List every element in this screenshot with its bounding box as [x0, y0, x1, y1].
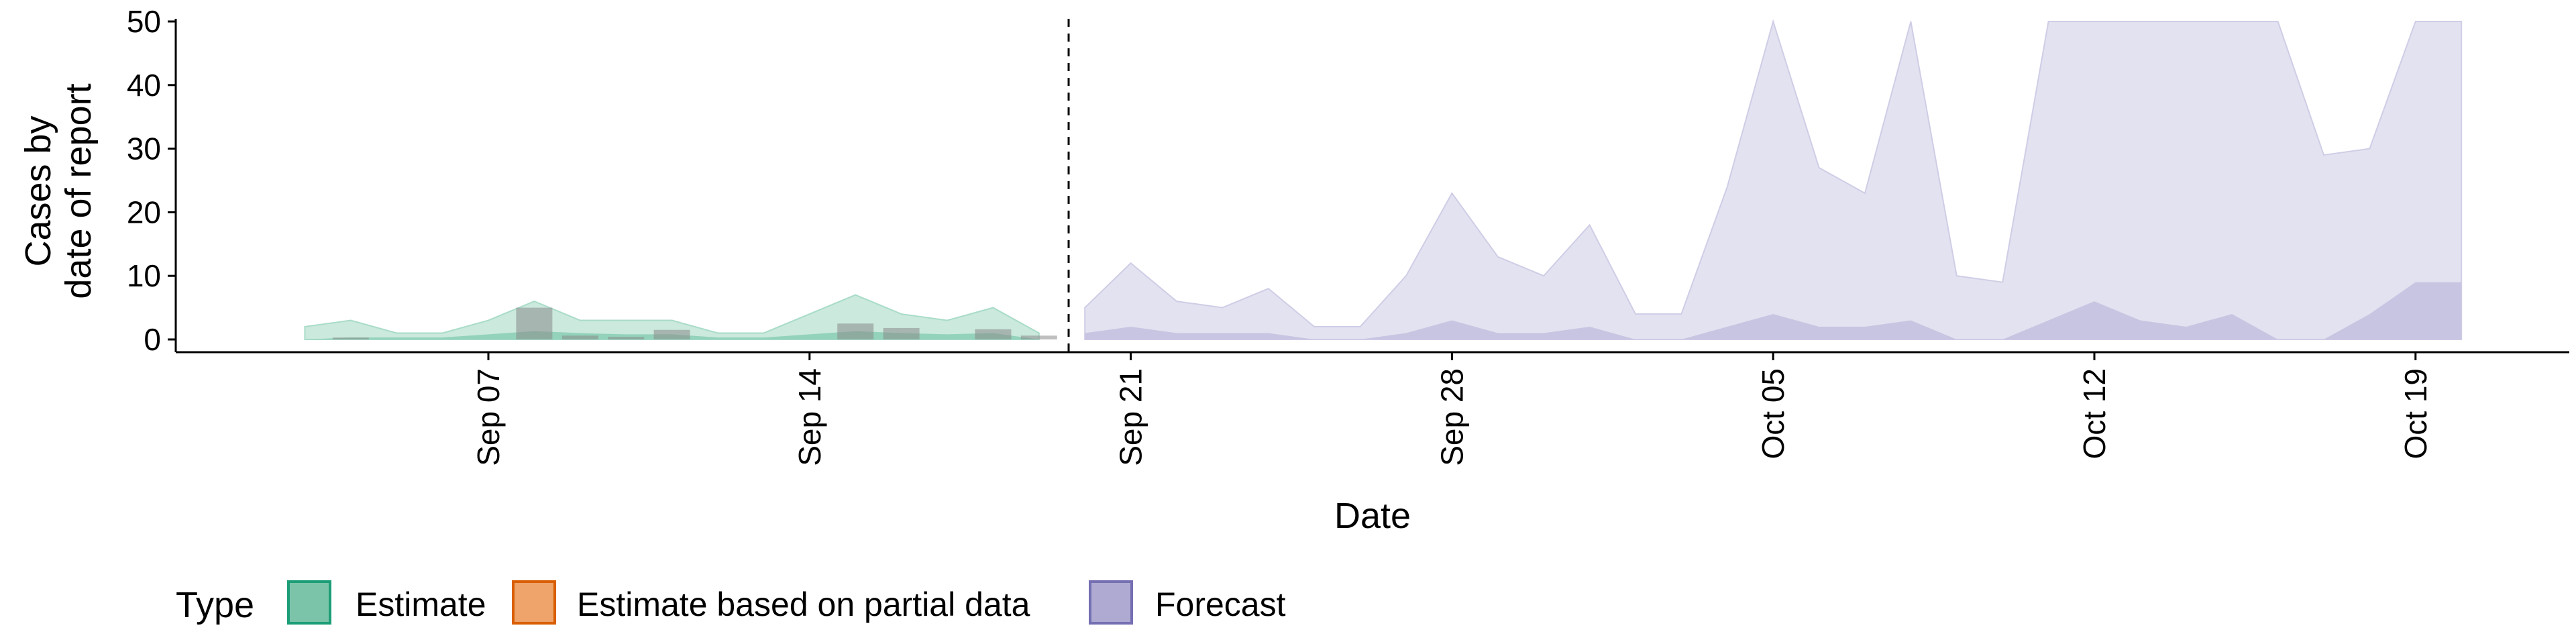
x-tick-label: Sep 28: [1434, 368, 1469, 466]
legend-item: Forecast: [1089, 580, 1286, 625]
reported-cases-bar: [837, 323, 874, 339]
x-tick-label: Oct 19: [2398, 368, 2433, 460]
x-tick-label: Sep 07: [471, 368, 506, 466]
legend-item: Estimate based on partial data: [512, 580, 1030, 625]
chart-axes: [174, 19, 2569, 354]
y-axis-title-line-2: date of report: [58, 83, 99, 299]
reported-cases-bar: [561, 335, 598, 339]
legend-swatch: [1089, 580, 1133, 625]
x-axis-title: Date: [1334, 496, 1411, 536]
forecast-outer-band: [1084, 19, 2463, 340]
y-tick-label: 50: [127, 4, 161, 39]
x-tick-label: Oct 05: [1756, 368, 1790, 460]
reported-cases-bar: [883, 327, 920, 339]
y-tick-label: 20: [127, 195, 161, 229]
chart-areas: [304, 19, 2463, 340]
y-tick-label: 10: [127, 258, 161, 293]
y-tick-label: 40: [127, 68, 161, 103]
legend-title: Type: [176, 585, 254, 625]
reported-cases-bar: [516, 307, 553, 339]
y-tick-label: 0: [144, 322, 161, 357]
x-axis-ticks: Sep 07 Sep 14 Sep 21 Sep 28 Oct 05 Oct 12 Oct …: [471, 352, 2433, 466]
reported-cases-bar: [653, 329, 690, 339]
legend-label: Forecast: [1155, 586, 1286, 623]
reported-cases-bar: [975, 329, 1012, 339]
y-tick-label: 30: [127, 131, 161, 166]
legend-swatch: [287, 580, 331, 625]
forecast-inner-band: [1085, 282, 2462, 339]
legend-label: Estimate: [356, 586, 486, 623]
reported-cases-bar: [1020, 335, 1057, 339]
legend: Type Estimate Estimate based on partial d…: [176, 580, 1286, 625]
chart-bars: [332, 307, 1057, 339]
legend-swatch: [512, 580, 556, 625]
legend-item: Estimate: [287, 580, 486, 625]
reported-cases-bar: [608, 337, 645, 339]
reported-cases-bar: [332, 337, 369, 339]
y-axis-ticks: 0 10 20 30 40 50: [127, 4, 176, 357]
y-axis-title-line-1: Cases by: [18, 115, 58, 266]
x-tick-label: Oct 12: [2077, 368, 2112, 460]
x-tick-label: Sep 14: [792, 368, 827, 466]
legend-label: Estimate based on partial data: [577, 586, 1030, 623]
x-tick-label: Sep 21: [1114, 368, 1148, 466]
